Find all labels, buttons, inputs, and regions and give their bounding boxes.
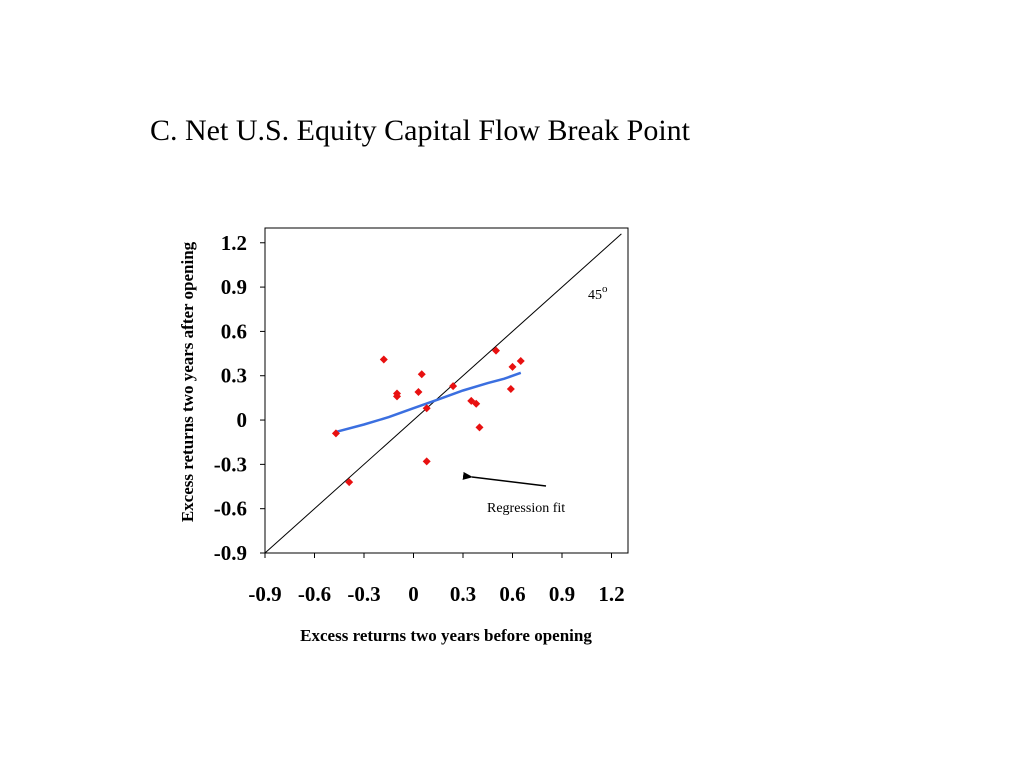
data-point-diamond <box>449 382 458 391</box>
y-tick-label: 0 <box>237 408 248 432</box>
y-tick-label: -0.9 <box>214 541 247 565</box>
data-point-diamond <box>414 387 423 396</box>
y-tick-label: -0.6 <box>214 497 247 521</box>
data-point-diamond <box>492 346 500 355</box>
y-tick-label: -0.3 <box>214 452 247 476</box>
regression-fit-label: Regression fit <box>487 501 565 516</box>
x-tick-label: -0.9 <box>248 582 281 606</box>
x-axis: -0.9 -0.6 -0.3 0 0.3 0.6 0.9 1.2 <box>248 553 625 606</box>
x-tick-label: 0.3 <box>450 582 476 606</box>
y-tick-label: 0.6 <box>221 319 247 343</box>
regression-arrow <box>462 471 547 487</box>
data-point-diamond <box>417 370 426 379</box>
x-axis-title: Excess returns two years before opening <box>300 626 592 645</box>
data-point-diamond <box>422 404 431 413</box>
x-tick-label: 0 <box>408 582 419 606</box>
data-point-diamond <box>345 478 354 487</box>
regression-fit-line <box>335 371 522 434</box>
data-points <box>331 346 525 487</box>
45-degree-reference-line <box>264 233 622 554</box>
data-point-diamond <box>472 399 481 408</box>
slide-title: C. Net U.S. Equity Capital Flow Break Po… <box>150 114 690 147</box>
data-point-diamond <box>393 392 401 401</box>
x-tick-label: 1.2 <box>598 582 624 606</box>
x-tick-label: 0.9 <box>549 582 575 606</box>
y-tick-label: 0.9 <box>221 275 247 299</box>
data-point-diamond <box>506 385 515 394</box>
x-tick-label: -0.6 <box>298 582 331 606</box>
y-axis: 1.2 0.9 0.6 0.3 0 -0.3 -0.6 -0.9 <box>214 231 265 565</box>
plot-area-frame <box>264 227 629 554</box>
data-point-diamond <box>379 355 388 364</box>
degree-annotation: 45o <box>588 283 608 303</box>
x-tick-label: 0.6 <box>499 582 525 606</box>
x-tick-label: -0.3 <box>347 582 380 606</box>
data-point-diamond <box>516 356 525 365</box>
data-point-diamond <box>475 423 484 432</box>
data-point-diamond <box>422 457 431 466</box>
y-axis-title: Excess returns two years after opening <box>178 241 197 522</box>
data-point-diamond <box>508 362 517 371</box>
data-point-diamond <box>331 429 340 438</box>
y-tick-label: 1.2 <box>221 231 247 255</box>
y-tick-label: 0.3 <box>221 364 247 388</box>
